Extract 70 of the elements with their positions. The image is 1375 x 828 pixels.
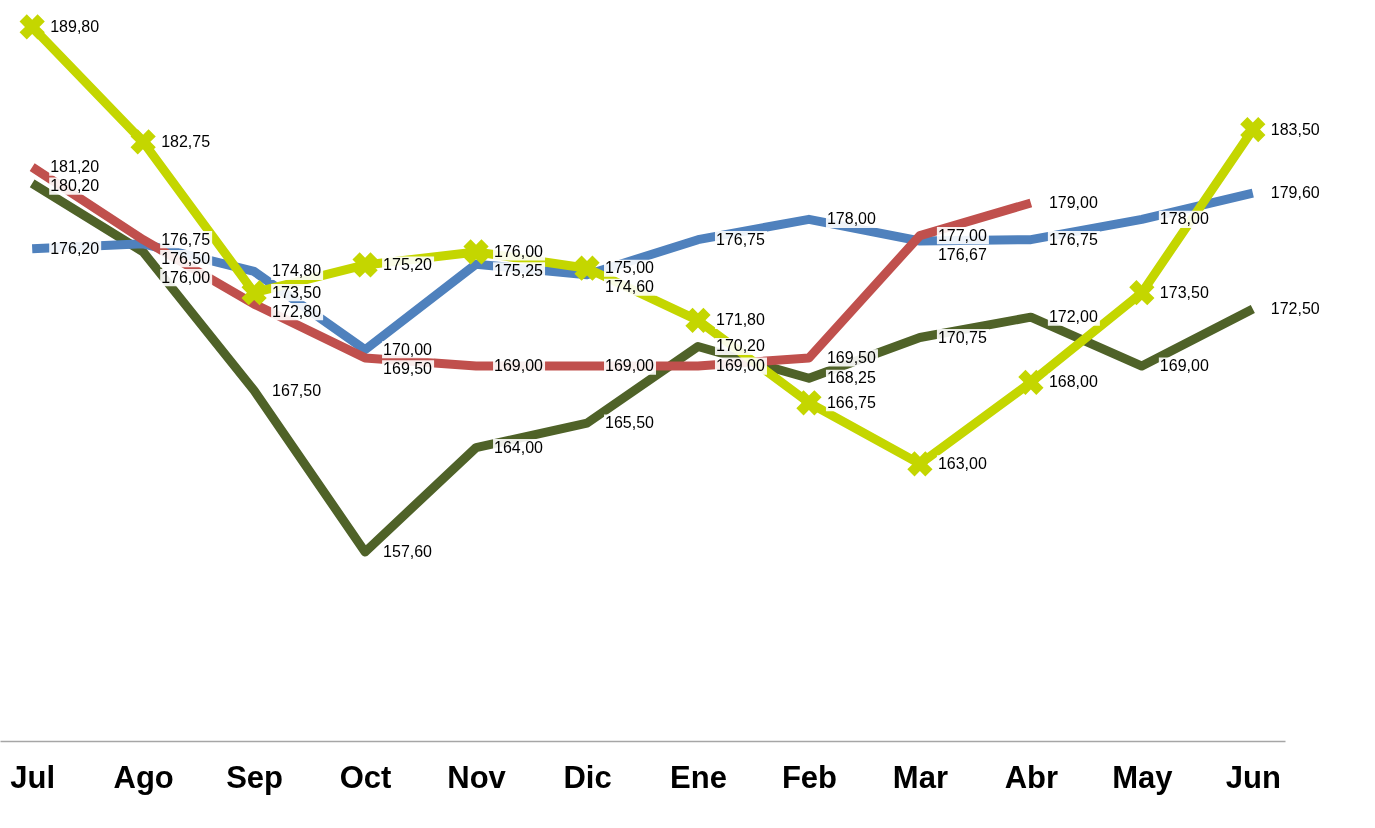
x-tick-label: Mar (892, 759, 948, 795)
point (1018, 369, 1044, 395)
data-label: 169,00 (494, 357, 544, 375)
data-label: 170,20 (715, 337, 766, 355)
data-label: 173,50 (1159, 283, 1209, 301)
data-label: 173,50 (272, 283, 322, 301)
data-label: 176,75 (1048, 230, 1098, 248)
point (1129, 280, 1155, 306)
point (685, 307, 711, 334)
data-label: 179,60 (1270, 184, 1320, 202)
x-tick-label: Sep (226, 759, 284, 795)
data-label: 169,00 (605, 357, 655, 375)
data-label: 157,60 (383, 542, 433, 560)
data-label: 189,80 (50, 17, 100, 35)
point (463, 239, 489, 265)
data-label: 172,80 (272, 302, 322, 320)
x-tick-label: Abr (1004, 759, 1059, 795)
point (19, 14, 45, 40)
data-label: 169,50 (826, 348, 876, 366)
data-label: 181,20 (50, 158, 100, 176)
data-label: 172,00 (1048, 308, 1098, 326)
data-label: 172,50 (1270, 299, 1320, 317)
data-label: 176,75 (161, 230, 211, 248)
point (1240, 116, 1266, 143)
data-label: 169,00 (1159, 357, 1209, 375)
data-label: 174,80 (272, 262, 322, 280)
data-label: 183,50 (1270, 120, 1320, 138)
point (130, 129, 156, 155)
data-label: 169,50 (383, 359, 433, 377)
data-label: 176,67 (937, 245, 987, 263)
data-label: 165,50 (605, 414, 655, 432)
data-label: 168,00 (1048, 373, 1098, 391)
data-label: 169,00 (715, 357, 766, 375)
x-tick-label: Feb (781, 759, 838, 795)
data-label: 175,00 (605, 259, 655, 277)
data-label: 176,50 (161, 249, 211, 267)
data-label: 176,00 (161, 268, 211, 286)
data-label: 180,20 (50, 177, 100, 195)
x-tick-label: Oct (339, 759, 392, 795)
point (796, 390, 822, 416)
data-label: 174,60 (605, 278, 655, 296)
data-label: 175,25 (494, 261, 544, 279)
data-label: 170,75 (937, 328, 987, 346)
data-label: 182,75 (161, 132, 211, 150)
data-label: 176,20 (50, 239, 100, 257)
point (241, 280, 267, 306)
x-tick-label: May (1112, 759, 1174, 795)
x-tick-label: Ene (670, 759, 727, 795)
data-label: 179,00 (1048, 193, 1098, 211)
data-label: 163,00 (937, 454, 987, 472)
data-label: 178,00 (826, 210, 876, 228)
data-label: 167,50 (272, 381, 322, 399)
data-label: 175,20 (383, 255, 433, 273)
data-label: 176,00 (494, 242, 544, 260)
point (352, 252, 378, 278)
x-tick-label: Dic (563, 759, 612, 795)
data-label: 177,00 (937, 226, 987, 244)
data-label: 176,75 (715, 230, 766, 248)
data-label: 170,00 (383, 340, 433, 358)
x-tick-label: Ago (113, 759, 174, 795)
data-label: 164,00 (494, 438, 544, 456)
point (574, 255, 600, 281)
data-label: 168,25 (826, 369, 876, 387)
data-label: 166,75 (826, 393, 876, 411)
x-tick-label: Nov (447, 759, 507, 795)
data-label: 178,00 (1159, 210, 1209, 228)
data-label: 171,80 (715, 311, 766, 329)
point (907, 451, 933, 477)
x-tick-label: Jun (1225, 759, 1281, 795)
x-tick-label: Jul (10, 759, 56, 795)
